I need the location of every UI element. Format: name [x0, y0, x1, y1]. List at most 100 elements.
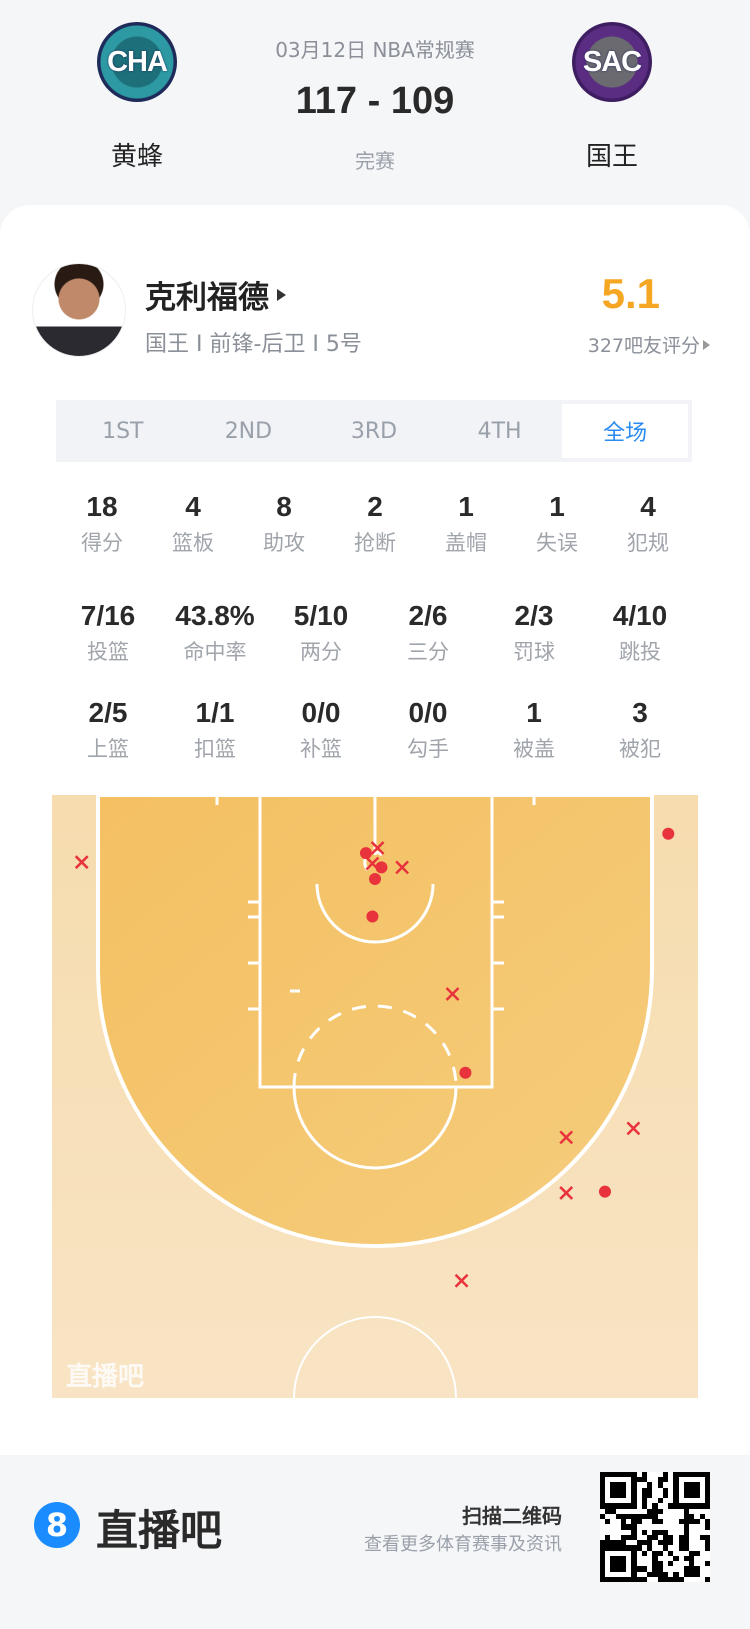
stat-item: 5/10 两分: [266, 600, 376, 666]
qr-code[interactable]: [600, 1472, 710, 1582]
stat-value: 2/6: [408, 600, 448, 631]
stat-value: 4: [185, 491, 201, 522]
stat-item: 3 被犯: [585, 697, 695, 763]
player-name-link[interactable]: 克利福德: [145, 272, 286, 317]
stat-item: 43.8% 命中率: [160, 600, 270, 666]
stat-item: 2/6 三分: [373, 600, 483, 666]
stat-item: 7/16 投篮: [53, 600, 163, 666]
stat-value: 43.8%: [175, 600, 255, 631]
center-circle: [293, 1316, 457, 1398]
caret-right-icon: [277, 288, 286, 301]
rating-count-link[interactable]: 327吧友评分: [530, 331, 710, 358]
stat-label: 助攻: [263, 531, 305, 555]
match-score: 117 - 109: [295, 80, 455, 122]
stat-value: 4/10: [612, 600, 668, 631]
stat-item: 0/0 勾手: [373, 697, 483, 763]
shot-missed: [454, 1273, 469, 1288]
tab-3rd[interactable]: 3RD: [350, 418, 398, 444]
stat-label: 篮板: [172, 531, 214, 555]
stat-item: 2/5 上篮: [53, 697, 163, 763]
tab-2nd[interactable]: 2ND: [224, 418, 273, 444]
stat-label: 被盖: [513, 737, 555, 761]
player-info: 国王 I 前锋-后卫 I 5号: [145, 332, 362, 357]
tab-4th[interactable]: 4TH: [477, 418, 522, 444]
stat-item: 8 助攻: [229, 491, 339, 557]
stat-value: 0/0: [408, 697, 448, 728]
scan-title: 扫描二维码: [462, 1504, 562, 1528]
stat-label: 被犯: [619, 737, 661, 761]
stat-label: 两分: [300, 640, 342, 664]
stat-value: 0/0: [301, 697, 341, 728]
free-throw-circle-lower: [292, 1086, 458, 1170]
stat-label: 失误: [536, 531, 578, 555]
stat-label: 盖帽: [445, 531, 487, 555]
stat-label: 投篮: [87, 640, 129, 664]
restricted-arc: [315, 883, 435, 944]
stat-item: 18 得分: [47, 491, 157, 557]
match-date-league: 03月12日 NBA常规赛: [275, 38, 475, 62]
shot-made: [359, 847, 372, 860]
stat-item: 2 抢断: [320, 491, 430, 557]
stat-value: 8: [276, 491, 292, 522]
shot-made: [662, 827, 675, 840]
shot-made: [598, 1185, 611, 1198]
stat-label: 三分: [407, 640, 449, 664]
caret-right-icon: [703, 339, 710, 350]
player-rating: 5.1: [601, 270, 660, 317]
shot-missed: [445, 987, 460, 1001]
stat-item: 4 犯规: [593, 491, 703, 557]
free-throw-circle-upper: [292, 1004, 458, 1088]
shot-missed: [626, 1121, 641, 1136]
stat-item: 4/10 跳投: [585, 600, 695, 666]
shot-made: [375, 861, 388, 874]
home-team-logo[interactable]: CHA: [97, 22, 177, 102]
stat-value: 2: [367, 491, 383, 522]
stat-item: 4 篮板: [138, 491, 248, 557]
brand-name: 直播吧: [96, 1506, 223, 1555]
stat-value: 1: [458, 491, 474, 522]
stat-item: 1 被盖: [479, 697, 589, 763]
shot-made: [369, 872, 381, 885]
rating-count: 327吧友评分: [587, 335, 700, 357]
three-point-line: [96, 795, 654, 1248]
stat-item: 0/0 补篮: [266, 697, 376, 763]
stat-label: 犯规: [627, 531, 669, 555]
stat-item: 1 失误: [502, 491, 612, 557]
shot-missed: [370, 841, 385, 855]
stat-value: 5/10: [293, 600, 349, 631]
shot-missed: [74, 855, 89, 870]
stat-label: 罚球: [513, 640, 555, 664]
shot-missed: [559, 1130, 574, 1145]
stat-value: 2/3: [514, 600, 554, 631]
shot-missed: [559, 1186, 574, 1200]
away-team-name: 国王: [585, 142, 638, 172]
watermark: 直播吧: [66, 1362, 144, 1392]
stat-label: 跳投: [619, 640, 661, 664]
home-team-name: 黄蜂: [110, 142, 163, 172]
stat-label: 补篮: [300, 737, 342, 761]
stat-label: 扣篮: [194, 737, 236, 761]
tab-1st[interactable]: 1ST: [102, 418, 144, 444]
stat-label: 抢断: [354, 531, 396, 555]
stat-label: 得分: [81, 531, 123, 555]
away-team-logo[interactable]: SAC: [572, 22, 652, 102]
stat-value: 1/1: [195, 697, 235, 728]
paint: [258, 795, 494, 1089]
shot-made: [459, 1066, 472, 1079]
stat-label: 命中率: [183, 640, 247, 664]
player-avatar[interactable]: [32, 263, 126, 357]
player-name: 克利福德: [145, 280, 269, 316]
stat-item: 1 盖帽: [411, 491, 521, 557]
shot-missed: [395, 860, 410, 875]
shot-chart: 直播吧: [52, 795, 698, 1398]
stat-value: 1: [549, 491, 565, 522]
stat-item: 2/3 罚球: [479, 600, 589, 666]
stat-label: 勾手: [407, 737, 449, 761]
tab-full-game[interactable]: 全场: [562, 404, 688, 458]
match-status: 完赛: [355, 149, 395, 173]
shot-made: [366, 910, 379, 923]
brand-logo-mark: 8: [34, 1502, 80, 1548]
stat-value: 4: [640, 491, 656, 522]
stat-value: 3: [632, 697, 648, 728]
stat-value: 7/16: [80, 600, 136, 631]
